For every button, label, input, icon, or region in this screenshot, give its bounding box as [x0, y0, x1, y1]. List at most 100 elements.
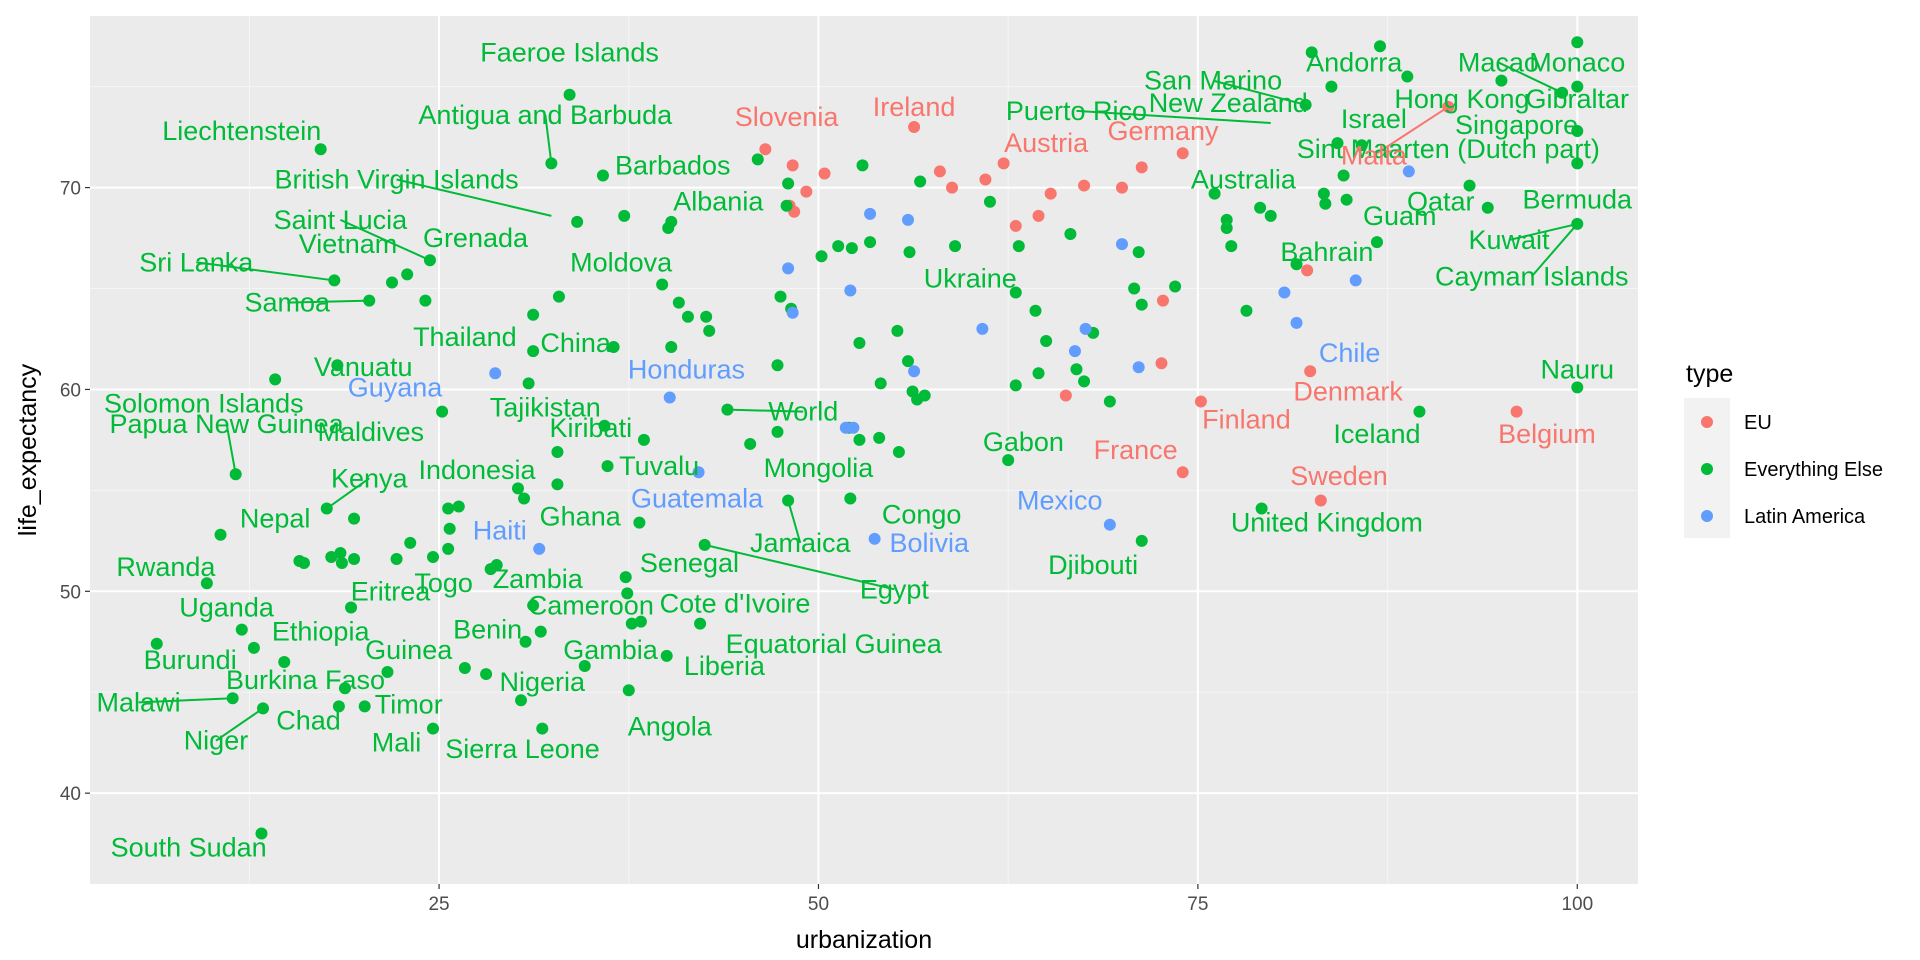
data-point-everything-else [480, 668, 493, 681]
data-point-everything-else [596, 169, 609, 182]
data-point-everything-else [619, 571, 632, 584]
data-point-everything-else [235, 623, 248, 636]
point-label: Antigua and Barbuda [418, 100, 673, 130]
data-point-everything-else [607, 341, 620, 354]
data-point-everything-else [744, 437, 757, 450]
data-point-everything-else [443, 522, 456, 535]
point-label: Sint Maarten (Dutch part) [1297, 134, 1600, 164]
point-label: Mexico [1017, 485, 1103, 515]
data-point-everything-else [328, 274, 341, 287]
point-label: Tuvalu [619, 451, 699, 481]
data-point-everything-else [774, 290, 787, 303]
data-point-eu [800, 185, 813, 198]
point-label: Rwanda [116, 552, 216, 582]
data-point-everything-else [458, 662, 471, 675]
point-label: Congo [882, 500, 962, 530]
point-label: Malawi [97, 687, 181, 717]
data-point-everything-else [226, 692, 239, 705]
leader-line [1076, 109, 1271, 124]
point-label: Senegal [640, 548, 739, 578]
x-tick-label: 25 [428, 894, 449, 915]
point-label: Ukraine [924, 263, 1017, 293]
data-point-latin-america [864, 207, 877, 220]
data-point-everything-else [621, 587, 634, 600]
point-label: Austria [1004, 128, 1089, 158]
point-label: Grenada [423, 223, 529, 253]
y-axis-ticks: 40 50 60 70 [60, 179, 90, 805]
x-axis-ticks: 25 50 75 100 [428, 884, 1593, 915]
data-point-everything-else [571, 215, 584, 228]
data-point-everything-else [1495, 74, 1508, 87]
point-label: Andorra [1306, 47, 1403, 77]
data-point-everything-else [681, 310, 694, 323]
data-point-everything-else [552, 290, 565, 303]
data-point-latin-america [1402, 165, 1415, 178]
data-point-everything-else [1355, 139, 1368, 152]
data-point-eu [1135, 161, 1148, 174]
point-label: Qatar [1407, 187, 1475, 217]
x-tick-label: 100 [1561, 894, 1593, 915]
data-point-everything-else [874, 377, 887, 390]
point-label: Bermuda [1523, 185, 1634, 215]
data-point-everything-else [527, 308, 540, 321]
y-axis-title: life_expectancy [14, 363, 42, 536]
data-point-latin-america [782, 262, 795, 275]
data-point-everything-else [721, 403, 734, 416]
leader-line [1212, 79, 1306, 106]
point-label: Samoa [245, 288, 332, 318]
point-label: Bahrain [1280, 237, 1373, 267]
data-point-everything-else [386, 276, 399, 289]
data-point-everything-else [390, 553, 403, 566]
data-point-everything-else [771, 359, 784, 372]
point-label: Saint Lucia [274, 205, 409, 235]
data-point-eu [1510, 405, 1523, 418]
leader-line [225, 423, 237, 475]
point-label: Albania [673, 187, 764, 217]
y-tick-label: 60 [60, 380, 81, 401]
leader-line [340, 218, 431, 262]
grid-major [90, 16, 1638, 884]
leader-line [544, 114, 553, 164]
data-point-latin-america [692, 466, 705, 479]
data-point-eu [1314, 494, 1327, 507]
data-point-everything-else [314, 143, 327, 156]
data-point-latin-america [868, 532, 881, 545]
data-point-everything-else [782, 177, 795, 190]
data-point-everything-else [515, 694, 528, 707]
legend-key-eu [1701, 416, 1713, 428]
point-label: Chad [276, 705, 341, 735]
legend: type EU Everything Else Latin America [1684, 360, 1883, 538]
data-point-everything-else [660, 649, 673, 662]
data-point-everything-else [334, 546, 347, 559]
point-label: Guam [1363, 201, 1437, 231]
data-point-everything-else [255, 827, 268, 840]
data-point-everything-else [1571, 217, 1584, 230]
point-label: Jamaica [750, 528, 852, 558]
data-point-everything-else [442, 542, 455, 555]
point-label: Liechtenstein [162, 116, 321, 146]
data-point-everything-else [401, 268, 414, 281]
x-axis-title: urbanization [796, 926, 932, 954]
data-point-latin-america [847, 421, 860, 434]
data-point-everything-else [1012, 240, 1025, 253]
data-point-everything-else [1340, 193, 1353, 206]
point-label: Denmark [1293, 376, 1403, 406]
point-label: Zambia [493, 564, 584, 594]
data-point-latin-america [1278, 286, 1291, 299]
data-point-everything-else [601, 460, 614, 473]
data-point-everything-else [694, 617, 707, 630]
data-point-everything-else [247, 641, 260, 654]
data-point-everything-else [551, 478, 564, 491]
data-point-everything-else [698, 538, 711, 551]
point-label: Djibouti [1048, 550, 1138, 580]
data-point-everything-else [332, 700, 345, 713]
data-point-everything-else [665, 215, 678, 228]
data-point-everything-else [771, 425, 784, 438]
data-point-everything-else [1064, 228, 1077, 241]
point-label: Thailand [413, 322, 517, 352]
data-point-everything-else [1132, 246, 1145, 259]
data-point-everything-else [634, 615, 647, 628]
data-point-everything-else [269, 373, 282, 386]
data-point-eu [933, 165, 946, 178]
point-label: Guyana [348, 372, 444, 402]
